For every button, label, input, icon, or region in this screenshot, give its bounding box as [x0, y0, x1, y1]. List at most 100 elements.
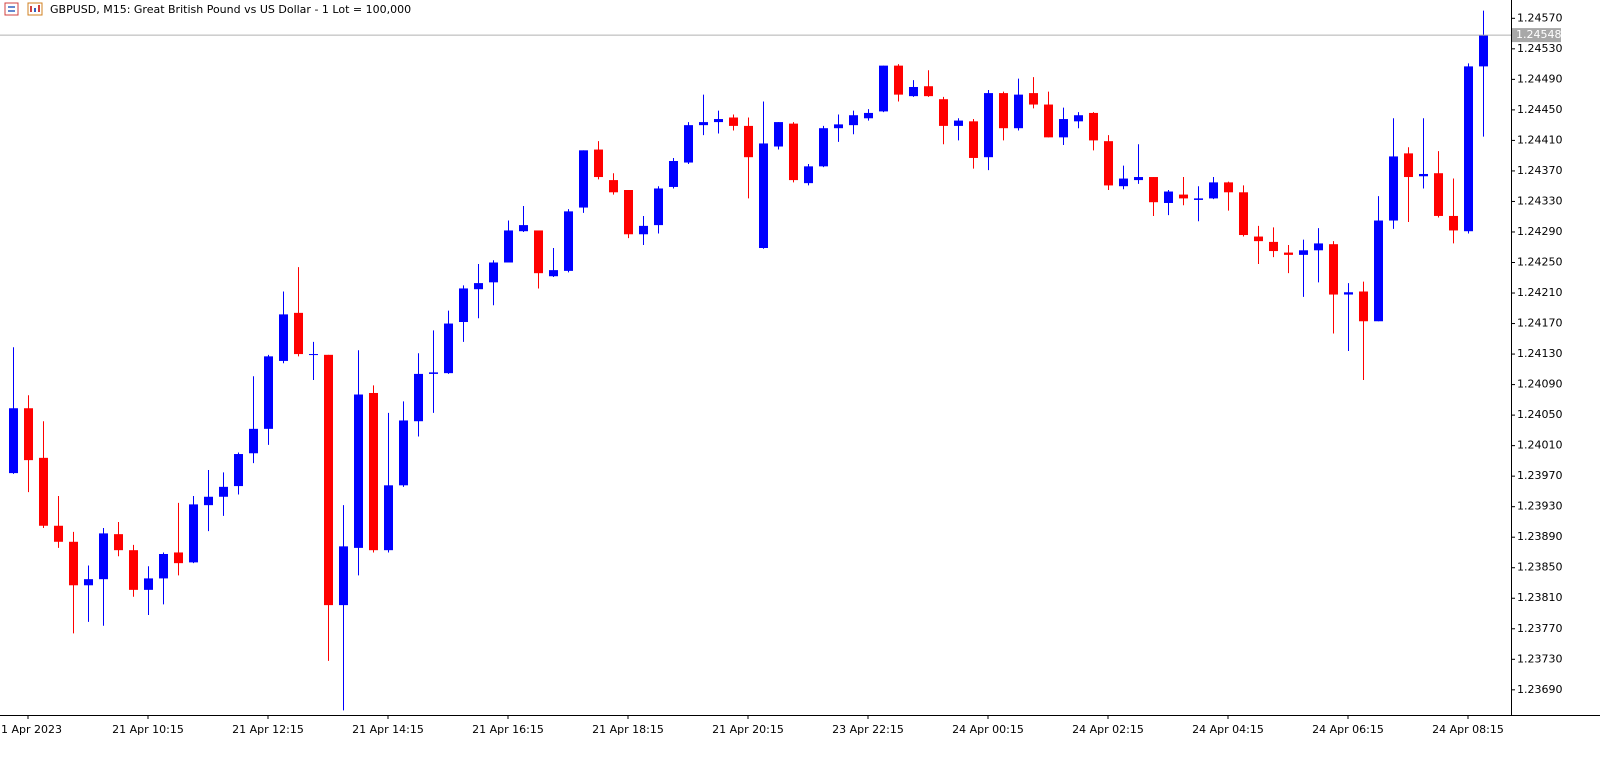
candle-body: [1044, 104, 1053, 138]
candle-body: [9, 408, 18, 474]
candle-body: [789, 123, 798, 181]
y-tick-label: 1.24490: [1517, 72, 1563, 85]
candle-body: [114, 534, 123, 551]
x-tick-label: 21 Apr 10:15: [112, 723, 184, 736]
candle-body: [1374, 220, 1383, 322]
y-tick-label: 1.24410: [1517, 133, 1563, 146]
candle-body: [1344, 292, 1353, 295]
x-tick-label: 21 Apr 16:15: [472, 723, 544, 736]
candle-body: [84, 579, 93, 586]
candle-body: [1029, 93, 1038, 105]
x-tick-label: 21 Apr 18:15: [592, 723, 664, 736]
candle-body: [774, 122, 783, 147]
candle-body: [444, 323, 453, 374]
candle-body: [594, 149, 603, 178]
y-tick-label: 1.24050: [1517, 408, 1563, 421]
candle-body: [564, 211, 573, 271]
y-tick-label: 1.24530: [1517, 42, 1563, 55]
y-tick-label: 1.24010: [1517, 439, 1563, 452]
x-tick-label: 24 Apr 00:15: [952, 723, 1024, 736]
y-tick-label: 1.23690: [1517, 683, 1563, 696]
candle-body: [1134, 177, 1143, 181]
x-tick-label: 21 Apr 14:15: [352, 723, 424, 736]
candle-body: [369, 392, 378, 551]
candle-body: [249, 428, 258, 454]
x-tick-label: 24 Apr 08:15: [1432, 723, 1504, 736]
y-tick-label: 1.24330: [1517, 194, 1563, 207]
title-icons: [4, 2, 43, 16]
candle-body: [729, 117, 738, 126]
y-tick-label: 1.24570: [1517, 11, 1563, 24]
candle-body: [1449, 215, 1458, 231]
x-tick-label: 21 Apr 20:15: [712, 723, 784, 736]
candle-body: [1164, 191, 1173, 203]
candle-body: [1434, 173, 1443, 216]
candle-body: [1464, 66, 1473, 232]
candle-body: [429, 372, 438, 374]
candle-body: [24, 408, 33, 461]
y-tick-label: 1.23730: [1517, 652, 1563, 665]
candle-body: [414, 373, 423, 422]
candle-body: [549, 270, 558, 277]
candle-body: [279, 314, 288, 361]
price-label-box: [1512, 28, 1561, 43]
candle-body: [264, 356, 273, 429]
candle-body: [849, 115, 858, 126]
candle-body: [489, 262, 498, 283]
y-tick-label: 1.24090: [1517, 378, 1563, 391]
candle-body: [354, 394, 363, 548]
y-tick-label: 1.24370: [1517, 164, 1563, 177]
chart-title: GBPUSD, M15: Great British Pound vs US D…: [50, 3, 411, 16]
y-tick-label: 1.24170: [1517, 317, 1563, 330]
x-tick-label: 23 Apr 22:15: [832, 723, 904, 736]
candle-body: [684, 125, 693, 163]
candle-body: [1299, 250, 1308, 255]
y-tick-label: 1.24210: [1517, 286, 1563, 299]
candle-body: [1194, 198, 1203, 200]
candle-body: [174, 552, 183, 564]
candle-body: [1419, 173, 1428, 177]
x-tick-label: 24 Apr 02:15: [1072, 723, 1144, 736]
x-tick-label: 24 Apr 04:15: [1192, 723, 1264, 736]
candle-body: [54, 525, 63, 542]
candle-body: [864, 112, 873, 119]
candle-body: [1059, 119, 1068, 138]
candle-body: [39, 457, 48, 526]
candle-body: [1209, 182, 1218, 199]
candle-body: [474, 283, 483, 290]
candle-body: [204, 496, 213, 506]
candle-body: [624, 190, 633, 235]
x-tick-label: 21 Apr 12:15: [232, 723, 304, 736]
candle-body: [1329, 244, 1338, 295]
candle-body: [504, 230, 513, 263]
candle-body: [939, 99, 948, 126]
candle-body: [1314, 243, 1323, 251]
candle-body: [1014, 94, 1023, 129]
y-tick-label: 1.23890: [1517, 530, 1563, 543]
y-tick-label: 1.24130: [1517, 347, 1563, 360]
candle-body: [819, 128, 828, 167]
candle-body: [1359, 291, 1368, 322]
candle-body: [384, 485, 393, 551]
candle-body: [1284, 252, 1293, 255]
candle-body: [1089, 112, 1098, 141]
candle-body: [519, 225, 528, 232]
candle-body: [1104, 141, 1113, 186]
price-label: 1.24548: [1516, 28, 1562, 41]
candle-body: [69, 541, 78, 586]
candle-body: [294, 312, 303, 355]
candle-body: [579, 150, 588, 208]
candle-body: [1404, 153, 1413, 178]
candle-body: [144, 578, 153, 590]
candle-body: [804, 166, 813, 184]
candle-body: [1074, 115, 1083, 122]
y-tick-label: 1.24250: [1517, 255, 1563, 268]
candle-body: [1119, 178, 1128, 187]
candle-body: [99, 533, 108, 580]
icon-list: [4, 2, 19, 16]
candle-body: [1179, 194, 1188, 199]
candle-body: [324, 354, 333, 606]
candle-body: [924, 86, 933, 97]
candle-body: [969, 121, 978, 158]
